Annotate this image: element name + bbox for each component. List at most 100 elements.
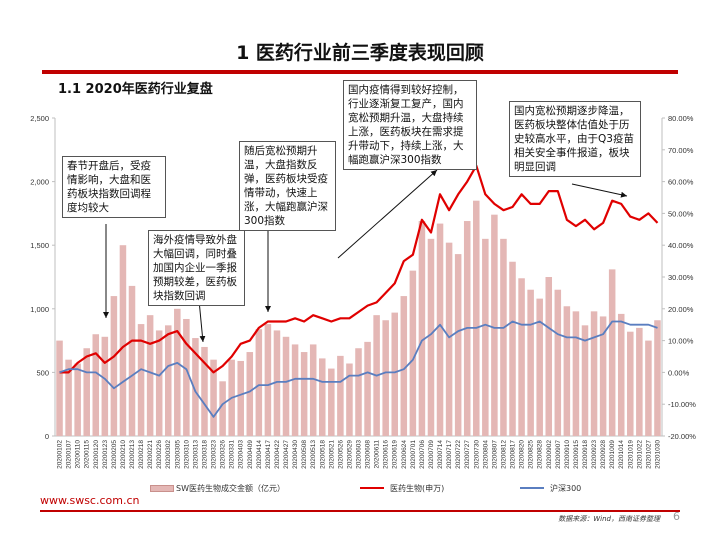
x-tick-label: 20200825	[528, 440, 535, 469]
turnover-bar	[92, 334, 100, 436]
x-tick-label: 20200611	[374, 440, 381, 469]
right-tick-label: -20.00%	[668, 432, 696, 441]
x-tick-label: 20200422	[274, 440, 281, 469]
x-tick-label: 20200709	[428, 440, 435, 469]
turnover-bar	[119, 245, 127, 436]
x-tick-label: 20201019	[627, 440, 634, 469]
turnover-bar	[581, 325, 589, 436]
turnover-bar	[264, 324, 272, 436]
turnover-bar	[110, 296, 118, 436]
right-tick-label: -10.00%	[668, 400, 696, 409]
turnover-bar	[137, 324, 145, 436]
turnover-bar	[645, 340, 652, 436]
x-tick-label: 20200302	[165, 440, 172, 469]
turnover-bar	[56, 340, 63, 436]
x-tick-label: 20200727	[464, 440, 471, 469]
turnover-bar	[536, 298, 543, 436]
x-tick-label: 20200430	[292, 440, 299, 469]
turnover-bar	[65, 359, 72, 436]
x-tick-label: 20200427	[283, 440, 290, 469]
x-tick-label: 20200722	[455, 440, 462, 469]
legend-swatch-csi300	[520, 487, 544, 489]
turnover-bar	[300, 352, 308, 436]
x-tick-label: 20200910	[564, 440, 571, 469]
turnover-bar	[309, 344, 317, 436]
right-tick-label: 60.00%	[668, 178, 694, 187]
turnover-bar	[627, 331, 634, 436]
x-tick-label: 20200102	[57, 440, 64, 469]
x-tick-label: 20201014	[618, 440, 625, 469]
left-tick-label: 1,000	[30, 305, 49, 314]
footer-url[interactable]: www.swsc.com.cn	[40, 494, 140, 507]
turnover-bar	[400, 296, 408, 436]
turnover-bar	[273, 330, 281, 436]
legend-label-pharma: 医药生物(申万)	[390, 484, 445, 493]
legend-item-pharma: 医药生物(申万)	[360, 483, 444, 494]
turnover-bar	[482, 238, 489, 436]
slide-title: 1 医药行业前三季度表现回顾	[236, 42, 484, 64]
turnover-bar	[346, 363, 353, 436]
turnover-bar	[382, 320, 389, 436]
turnover-bar	[183, 318, 190, 436]
x-tick-label: 20200310	[183, 440, 190, 469]
annotation-easing-rebound: 随后宽松预期升温，大盘指数反弹，医药板块受疫情带动，快速上涨，大幅跑赢沪深300…	[239, 141, 336, 231]
left-tick-label: 1,500	[30, 241, 49, 250]
x-tick-label: 20200923	[591, 440, 598, 469]
pharma-index-line	[59, 164, 659, 374]
left-tick-label: 2,500	[30, 114, 49, 123]
turnover-bar	[636, 327, 643, 436]
turnover-bar	[201, 346, 208, 436]
turnover-bar	[418, 221, 426, 436]
legend-swatch-pharma	[360, 487, 384, 489]
turnover-bar	[454, 254, 462, 436]
turnover-bar	[355, 348, 362, 436]
x-tick-label: 20200529	[346, 440, 353, 469]
turnover-bar	[391, 312, 399, 436]
annotation-spring-festival: 春节开盘后，受疫情影响，大盘和医药板块指数回调程度均较大	[62, 156, 166, 218]
turnover-bar	[164, 325, 172, 436]
turnover-bar	[509, 261, 516, 436]
x-tick-label: 20200221	[147, 440, 154, 469]
x-tick-label: 20200318	[202, 440, 209, 469]
turnover-bar	[590, 311, 598, 436]
x-tick-label: 20200508	[301, 440, 308, 469]
x-tick-label: 20200305	[174, 440, 181, 469]
turnover-bar	[128, 285, 136, 436]
turnover-bar	[83, 348, 90, 436]
x-tick-label: 20201030	[655, 440, 662, 469]
annotation-overseas-pandemic: 海外疫情导致外盘大幅回调，同时叠加国内企业一季报预期较差，医药板块指数回调	[148, 230, 245, 306]
x-tick-label: 20200414	[256, 440, 263, 469]
annotation-q3-pullback: 国内宽松预期逐步降温，医药板块整体估值处于历史较高水平，由于Q3疫苗相关安全事件…	[509, 101, 641, 177]
turnover-bar	[572, 311, 580, 436]
x-tick-label: 20200730	[473, 440, 480, 469]
turnover-bar	[291, 344, 299, 436]
data-source: 数据来源：Wind，西南证券整理	[558, 515, 660, 523]
right-tick-label: 10.00%	[668, 337, 694, 346]
x-tick-label: 20200110	[75, 440, 82, 469]
turnover-bar	[491, 214, 498, 436]
turnover-bar	[654, 320, 661, 436]
x-tick-label: 20200820	[519, 440, 526, 469]
legend-item-turnover: SW医药生物成交金额（亿元）	[150, 483, 285, 494]
x-tick-label: 20200907	[555, 440, 562, 469]
turnover-bar	[545, 277, 553, 436]
x-tick-label: 20200817	[510, 440, 517, 469]
section-subtitle: 1.1 2020年医药行业复盘	[58, 82, 213, 97]
turnover-bar	[500, 238, 507, 436]
turnover-bar	[210, 359, 217, 436]
legend-label-turnover: SW医药生物成交金额（亿元）	[176, 484, 285, 493]
x-tick-label: 20200915	[573, 440, 580, 469]
turnover-bar	[427, 238, 435, 436]
x-tick-label: 20200616	[383, 440, 390, 469]
turnover-bar	[473, 200, 480, 436]
x-tick-label: 20200608	[365, 440, 372, 469]
x-tick-label: 20200213	[129, 440, 136, 469]
x-tick-label: 20200804	[482, 440, 489, 469]
arrow-overseas-pandemic	[198, 299, 206, 343]
x-tick-label: 20200218	[138, 440, 145, 469]
turnover-bar	[409, 270, 417, 436]
turnover-bar	[328, 368, 335, 436]
annotation-domestic-recovery: 国内疫情得到较好控制，行业逐渐复工复产，国内宽松预期升温，大盘持续上涨，医药板块…	[343, 80, 477, 170]
turnover-bar	[237, 360, 244, 436]
